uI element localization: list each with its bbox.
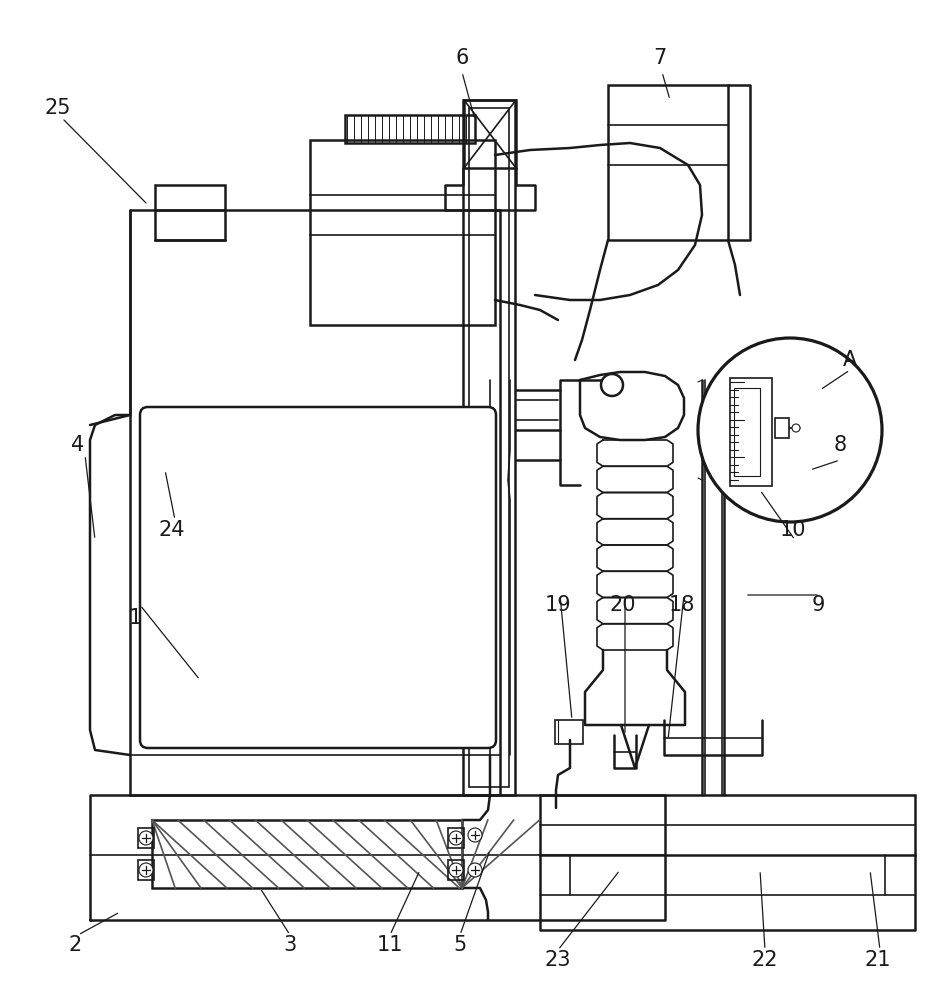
Text: 10: 10	[780, 520, 806, 540]
Bar	[464, 100, 516, 168]
Text: 22: 22	[752, 950, 778, 970]
Text: 6: 6	[455, 48, 468, 68]
Text: 19: 19	[545, 595, 572, 615]
Text: 2: 2	[68, 935, 82, 955]
Bar	[254, 569, 336, 651]
Text: 5: 5	[453, 935, 466, 955]
Text: 3: 3	[283, 935, 297, 955]
Bar	[314, 454, 396, 536]
Bar	[199, 454, 281, 536]
Bar	[469, 108, 509, 787]
Text: 1: 1	[128, 608, 141, 628]
Text: 11: 11	[376, 935, 403, 955]
Circle shape	[468, 863, 482, 877]
Text: A: A	[843, 350, 857, 370]
Text: 23: 23	[545, 950, 572, 970]
Text: 8: 8	[833, 435, 847, 455]
Bar	[152, 820, 462, 888]
Bar	[540, 795, 915, 855]
Text: 18: 18	[668, 595, 695, 615]
Bar	[345, 115, 475, 143]
Bar	[323, 463, 387, 527]
Circle shape	[468, 828, 482, 842]
Text: 4: 4	[71, 435, 84, 455]
Text: 7: 7	[653, 48, 666, 68]
Bar	[448, 860, 464, 880]
Text: 25: 25	[45, 98, 71, 118]
Circle shape	[601, 374, 623, 396]
Circle shape	[139, 863, 153, 877]
Bar	[155, 185, 225, 240]
Text: 21: 21	[865, 950, 891, 970]
Bar	[138, 828, 154, 848]
Bar	[775, 418, 789, 438]
Bar	[734, 388, 760, 476]
Bar	[463, 100, 515, 795]
Circle shape	[139, 831, 153, 845]
Bar	[208, 463, 272, 527]
Circle shape	[449, 863, 463, 877]
Circle shape	[698, 338, 882, 522]
Bar	[608, 85, 728, 240]
Bar	[555, 720, 583, 744]
Bar	[730, 378, 772, 486]
Text: 20: 20	[610, 595, 636, 615]
Circle shape	[449, 831, 463, 845]
Bar	[310, 140, 495, 325]
Text: 24: 24	[158, 520, 185, 540]
Bar	[448, 828, 464, 848]
FancyBboxPatch shape	[140, 407, 496, 748]
Circle shape	[792, 424, 800, 432]
Bar	[263, 578, 327, 642]
Bar	[138, 860, 154, 880]
Text: 9: 9	[811, 595, 825, 615]
